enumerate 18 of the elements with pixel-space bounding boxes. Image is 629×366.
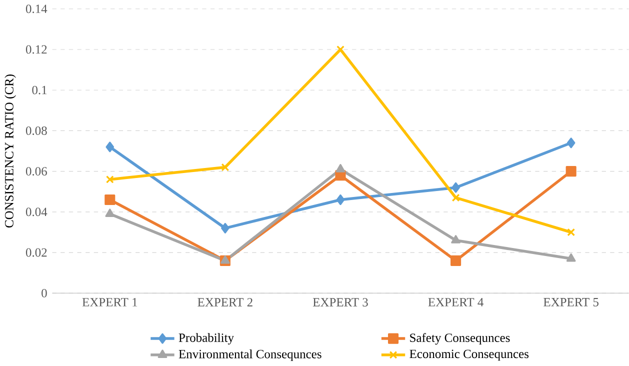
legend-label: Probability bbox=[178, 333, 234, 345]
legend-label: Economic Consequnces bbox=[410, 350, 529, 361]
y-axis-title: CONSISTENCY RATIO (CR) bbox=[4, 74, 16, 228]
y-tick-label: 0.12 bbox=[26, 45, 47, 54]
y-tick-label: 0.14 bbox=[26, 4, 48, 14]
y-tick-label: 0.1 bbox=[32, 86, 47, 94]
y-tick-label: 0.04 bbox=[26, 208, 48, 216]
legend-label: Safety Consequnces bbox=[410, 333, 510, 345]
y-tick-label: 0.02 bbox=[26, 248, 47, 257]
x-tick-label: EXPERT 4 bbox=[428, 298, 484, 306]
x-tick-label: EXPERT 3 bbox=[312, 298, 368, 307]
x-tick-label: EXPERT 1 bbox=[82, 298, 138, 306]
x-tick-label: EXPERT 2 bbox=[198, 298, 252, 306]
y-tick-label: 0.08 bbox=[26, 126, 47, 136]
y-tick-label: 0 bbox=[42, 289, 47, 298]
y-tick-label: 0.06 bbox=[26, 167, 47, 176]
x-tick-label: EXPERT 5 bbox=[544, 298, 598, 306]
legend-label: Environmental Consequnces bbox=[178, 350, 322, 361]
